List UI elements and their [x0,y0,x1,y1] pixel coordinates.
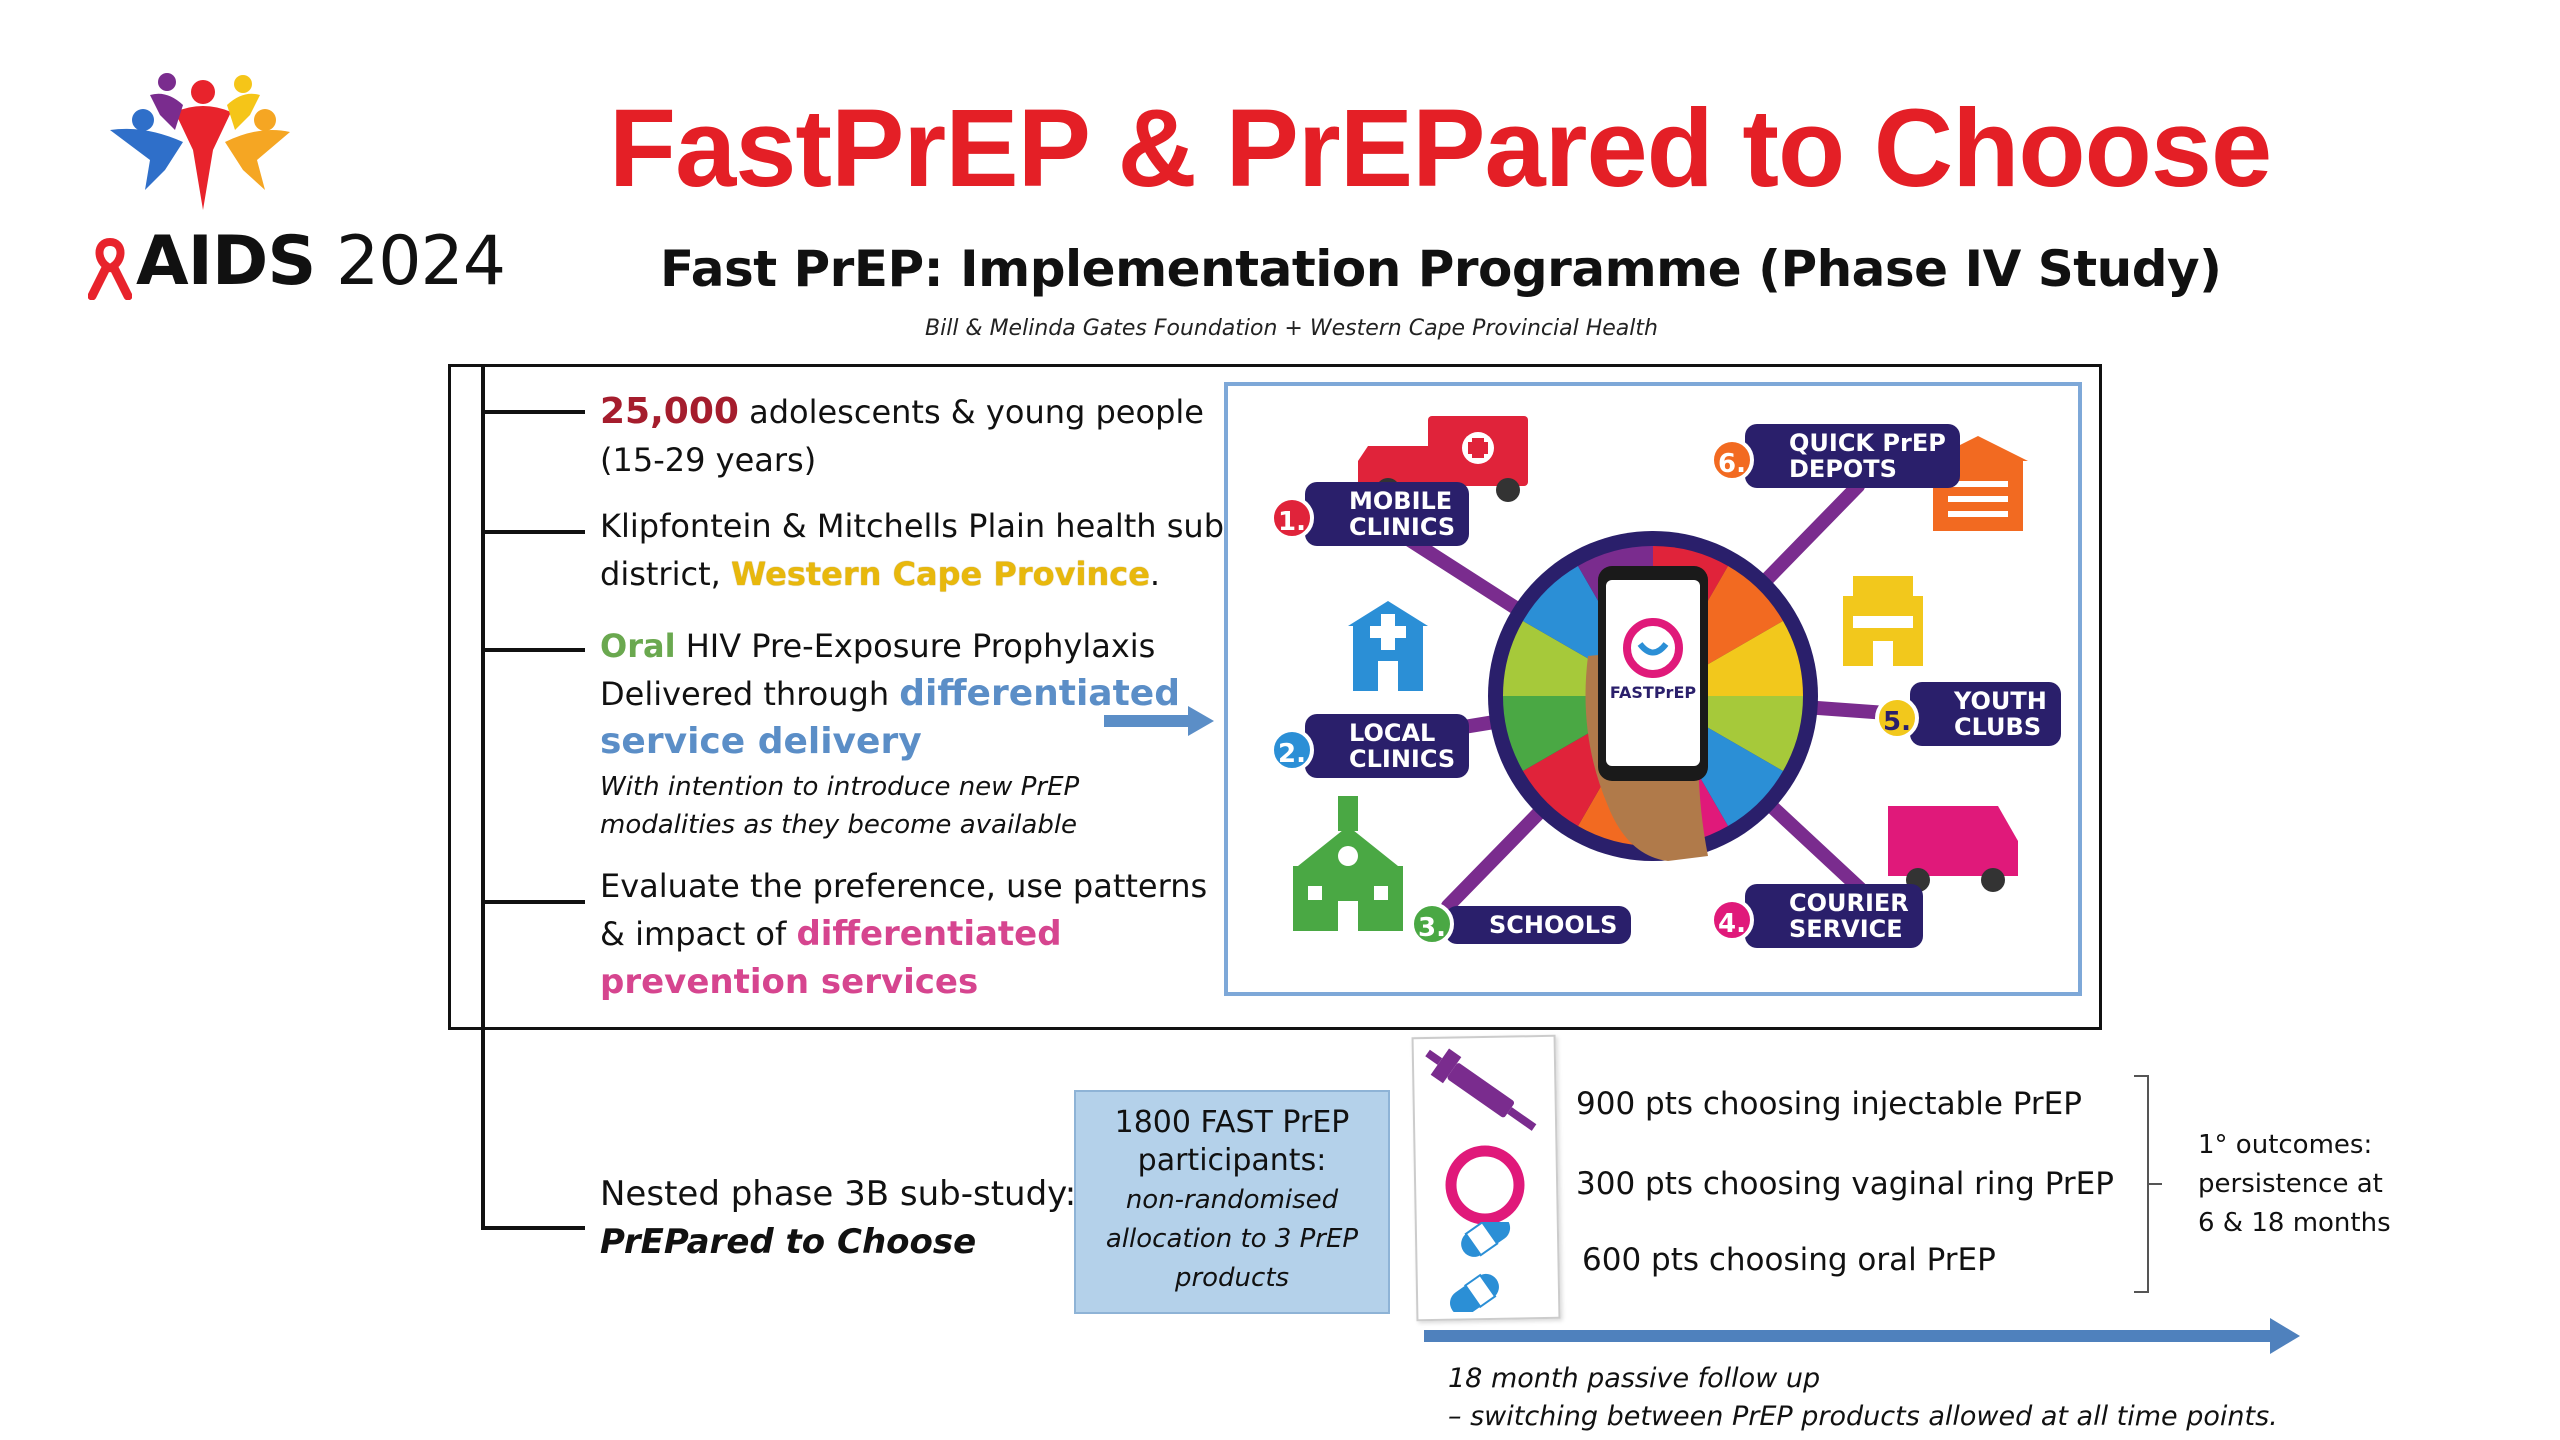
nested-substudy: Nested phase 3B sub-study: PrEPared to C… [600,1170,1076,1266]
location-pre: district, [600,555,721,593]
badge-2: 2. [1270,728,1314,772]
substudy-line3: non-randomised [1125,1185,1339,1215]
item-oral-prep: Oral HIV Pre-Exposure Prophylaxis Delive… [600,622,1180,766]
badge-3: 3. [1410,902,1454,946]
oral-label: Oral [600,627,676,665]
label-youth-clubs: YOUTH CLUBS [1910,682,2061,746]
follow-up-note: 18 month passive follow up – switching b… [1448,1360,2278,1436]
label-local-clinics: LOCAL CLINICS [1305,714,1470,778]
label-courier-service: COURIER SERVICE [1745,884,1923,948]
tree-branch-4 [481,900,585,904]
red-ribbon-icon [88,238,132,300]
tree-branch-3 [481,648,585,652]
location-line1: Klipfontein & Mitchells Plain health sub… [600,507,1236,545]
app-name: FASTPrEP [1610,683,1696,702]
location-end: . [1149,555,1161,593]
substudy-line1: 1800 FAST PrEP [1114,1105,1350,1140]
logo-aids: AIDS [136,222,316,301]
age-range: (15-29 years) [600,441,817,479]
conference-logo-text: AIDS 2024 [136,222,506,301]
item-evaluate: Evaluate the preference, use patterns & … [600,862,1207,1006]
outcome-line3: 6 & 18 months [2198,1208,2391,1238]
oral-pill-icon [1450,1222,1511,1312]
note-line2: modalities as they become available [600,810,1078,840]
eval-line3: prevention services [600,962,979,1002]
tree-branch-5 [481,1226,585,1230]
outcome-line2: persistence at [2198,1169,2383,1199]
eval-line2-em: differentiated [796,914,1062,954]
tree-branch-2 [481,530,585,534]
dsd-word-1: differentiated [899,673,1180,714]
label-mobile-clinics: MOBILE CLINICS [1305,482,1470,546]
outcome-line1: 1° outcomes: [2198,1130,2373,1160]
note-line1: With intention to introduce new PrEP [600,772,1080,802]
item-participants: 25,000 adolescents & young people (15-29… [600,388,1204,484]
hiv-prep-text: HIV Pre-Exposure Prophylaxis [685,627,1156,665]
programme-subtitle: Fast PrEP: Implementation Programme (Pha… [660,240,2222,298]
tree-vertical-line [481,364,485,1230]
delivered-through: Delivered through [600,675,890,713]
nested-line1: Nested phase 3B sub-study: [600,1174,1077,1214]
aids-2024-logo-figures [110,73,290,210]
substudy-participants-box: 1800 FAST PrEP participants: non-randomi… [1074,1090,1390,1314]
nested-line2: PrEPared to Choose [600,1222,977,1262]
options-bracket [2134,1075,2162,1293]
label-quick-prep-depots: QUICK PrEP DEPOTS [1745,424,1960,488]
arrow-right-icon [1104,706,1214,736]
tree-branch-1 [481,410,585,414]
courier-van-icon [1888,806,2018,892]
syringe-icon [1425,1048,1537,1131]
follow-line2: – switching between PrEP products allowe… [1448,1401,2278,1432]
substudy-line2: participants: [1137,1143,1327,1178]
local-clinic-building-icon [1348,601,1428,691]
funders-caption: Bill & Melinda Gates Foundation + Wester… [925,316,1658,341]
dsd-word-2: service delivery [600,721,922,762]
badge-5: 5. [1875,696,1919,740]
substudy-line4: allocation to 3 PrEP [1105,1224,1359,1254]
participants-number: 25,000 [600,391,739,432]
eval-line2-pre: & impact of [600,915,787,953]
location-province: Western Cape Province [730,555,1150,593]
option-oral: 600 pts choosing oral PrEP [1582,1242,1996,1278]
programme-box [448,364,2102,1030]
badge-4: 4. [1710,898,1754,942]
follow-line1: 18 month passive follow up [1448,1363,1821,1394]
timeline-arrow-icon [1424,1318,2300,1354]
primary-outcomes: 1° outcomes: persistence at 6 & 18 month… [2198,1126,2391,1243]
vaginal-ring-icon [1445,1145,1525,1225]
label-schools: SCHOOLS [1445,906,1632,944]
option-injectable: 900 pts choosing injectable PrEP [1576,1086,2082,1122]
eval-line1: Evaluate the preference, use patterns [600,867,1208,905]
participants-text: adolescents & young people [749,393,1204,431]
mobile-clinic-truck-icon [1358,416,1528,502]
school-building-icon [1293,796,1403,931]
fastprep-wheel: FASTPrEP [1293,416,2028,931]
badge-6: 6. [1710,438,1754,482]
slide-title: FastPrEP & PrEPared to Choose [608,87,2272,210]
badge-1: 1. [1270,496,1314,540]
substudy-line5: products [1174,1263,1290,1293]
item-location: Klipfontein & Mitchells Plain health sub… [600,502,1236,598]
youth-club-building-icon [1843,576,1923,666]
logo-year: 2024 [335,222,506,301]
option-vaginal-ring: 300 pts choosing vaginal ring PrEP [1576,1166,2114,1202]
item-oral-note: With intention to introduce new PrEP mod… [600,768,1079,844]
